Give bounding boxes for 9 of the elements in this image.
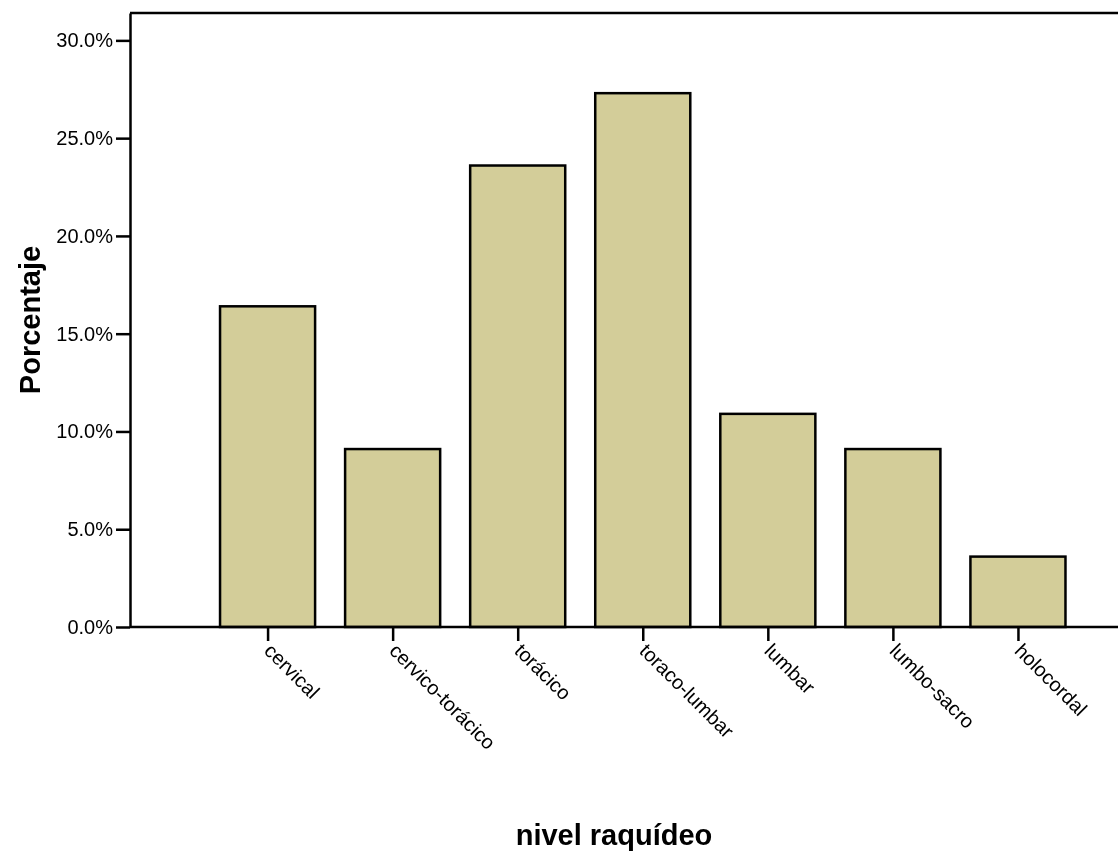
- y-tick-label: 0.0%: [67, 615, 114, 638]
- y-tick-label: 15.0%: [56, 322, 114, 345]
- y-tick-label: 10.0%: [56, 420, 114, 443]
- y-tick-label: 25.0%: [56, 127, 114, 150]
- y-tick-label: 20.0%: [56, 224, 114, 247]
- y-tick-label: 30.0%: [56, 29, 114, 52]
- x-axis-title: nivel raquídeo: [515, 819, 713, 851]
- y-tick-label: 5.0%: [67, 518, 114, 541]
- y-axis-title: Porcentaje: [14, 245, 46, 395]
